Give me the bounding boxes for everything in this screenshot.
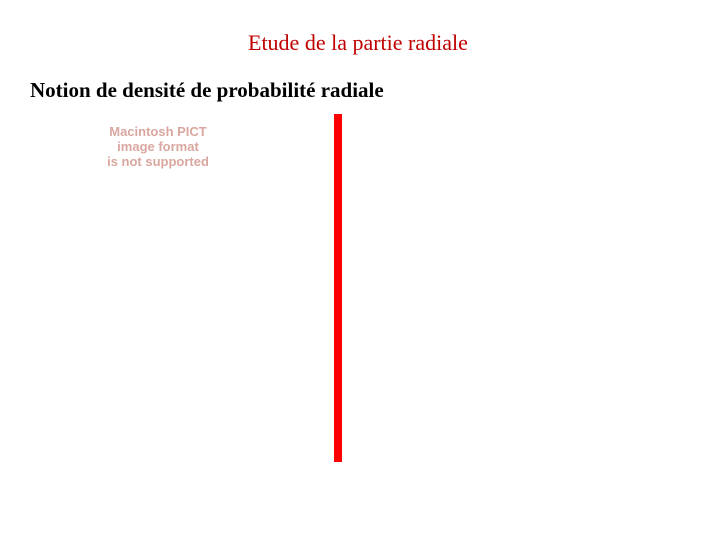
pict-msg-line1: Macintosh PICT: [109, 124, 207, 139]
slide-title: Etude de la partie radiale: [248, 30, 468, 56]
slide-subtitle: Notion de densité de probabilité radiale: [30, 78, 384, 103]
vertical-divider: [334, 114, 342, 462]
slide-page: Etude de la partie radiale Notion de den…: [0, 0, 720, 540]
pict-unsupported-message: Macintosh PICT image format is not suppo…: [88, 125, 228, 170]
pict-msg-line3: is not supported: [107, 154, 209, 169]
pict-msg-line2: image format: [117, 139, 199, 154]
